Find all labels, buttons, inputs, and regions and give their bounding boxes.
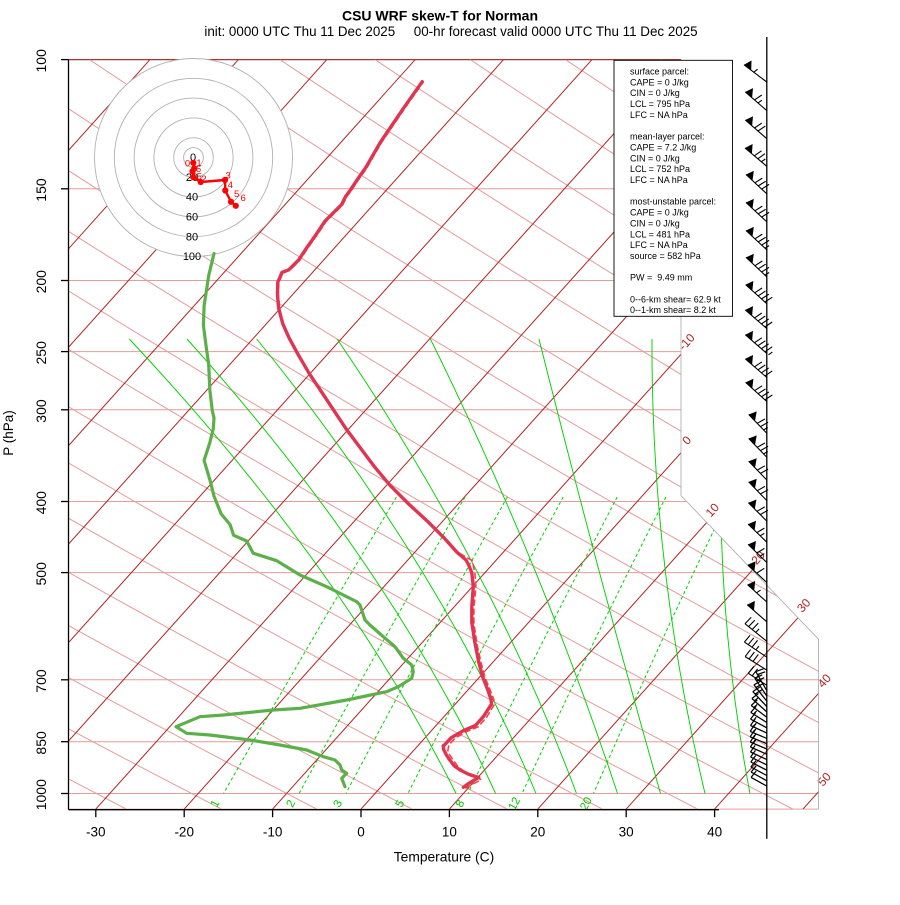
svg-text:0--1-km shear= 8.2 kt: 0--1-km shear= 8.2 kt bbox=[630, 305, 716, 315]
svg-text:6: 6 bbox=[240, 193, 245, 204]
svg-text:850: 850 bbox=[33, 731, 49, 755]
svg-text:LCL = 795 hPa: LCL = 795 hPa bbox=[630, 99, 690, 109]
svg-text:CIN = 0 J/kg: CIN = 0 J/kg bbox=[630, 218, 680, 228]
svg-text:LCL = 752 hPa: LCL = 752 hPa bbox=[630, 164, 690, 174]
svg-text:CAPE = 0 J/kg: CAPE = 0 J/kg bbox=[630, 208, 689, 218]
svg-text:20: 20 bbox=[530, 825, 545, 840]
svg-text:100: 100 bbox=[183, 251, 201, 263]
svg-text:0: 0 bbox=[190, 152, 196, 164]
svg-text:0: 0 bbox=[185, 158, 190, 169]
svg-text:CIN = 0 J/kg: CIN = 0 J/kg bbox=[630, 153, 680, 163]
svg-text:250: 250 bbox=[33, 341, 49, 365]
svg-text:-20: -20 bbox=[174, 825, 194, 840]
svg-text:0: 0 bbox=[357, 825, 365, 840]
svg-text:2: 2 bbox=[201, 174, 206, 185]
svg-text:500: 500 bbox=[33, 562, 49, 586]
svg-text:200: 200 bbox=[33, 270, 49, 294]
svg-text:1: 1 bbox=[196, 158, 201, 169]
svg-text:LFC = NA hPa: LFC = NA hPa bbox=[630, 175, 688, 185]
svg-text:12: 12 bbox=[507, 795, 524, 812]
svg-text:8: 8 bbox=[454, 798, 468, 809]
svg-text:CAPE = 7.2 J/kg: CAPE = 7.2 J/kg bbox=[630, 143, 696, 153]
svg-text:CAPE = 0 J/kg: CAPE = 0 J/kg bbox=[630, 77, 689, 87]
svg-text:LFC = NA hPa: LFC = NA hPa bbox=[630, 240, 688, 250]
svg-text:4: 4 bbox=[228, 180, 233, 191]
svg-text:PW = 9.49 mm: PW = 9.49 mm bbox=[630, 273, 692, 283]
svg-text:source = 582 hPa: source = 582 hPa bbox=[630, 251, 701, 261]
svg-text:60: 60 bbox=[186, 212, 198, 224]
svg-text:0--6-km shear= 62.9 kt: 0--6-km shear= 62.9 kt bbox=[630, 294, 721, 304]
svg-text:1: 1 bbox=[209, 798, 223, 809]
svg-text:40: 40 bbox=[186, 192, 198, 204]
svg-text:20: 20 bbox=[578, 795, 595, 812]
svg-text:3: 3 bbox=[225, 170, 230, 181]
svg-text:init: 0000 UTC Thu 11 Dec 2025: init: 0000 UTC Thu 11 Dec 2025 00-hr for… bbox=[204, 24, 697, 39]
svg-text:700: 700 bbox=[33, 669, 49, 693]
svg-text:most-unstable parcel:: most-unstable parcel: bbox=[630, 197, 716, 207]
svg-text:CIN = 0 J/kg: CIN = 0 J/kg bbox=[630, 88, 680, 98]
svg-text:150: 150 bbox=[33, 178, 49, 202]
svg-text:surface parcel:: surface parcel: bbox=[630, 67, 689, 77]
svg-text:100: 100 bbox=[33, 49, 49, 73]
svg-text:80: 80 bbox=[186, 231, 198, 243]
svg-text:CSU WRF skew-T for Norman: CSU WRF skew-T for Norman bbox=[342, 8, 538, 24]
svg-text:2: 2 bbox=[285, 798, 299, 809]
svg-text:1000: 1000 bbox=[33, 779, 49, 810]
svg-text:P (hPa): P (hPa) bbox=[1, 410, 16, 456]
svg-text:-30: -30 bbox=[86, 825, 106, 840]
svg-text:5: 5 bbox=[234, 189, 239, 200]
svg-text:10: 10 bbox=[442, 825, 457, 840]
svg-text:300: 300 bbox=[33, 399, 49, 423]
svg-text:-10: -10 bbox=[263, 825, 283, 840]
svg-text:Temperature (C): Temperature (C) bbox=[394, 850, 494, 865]
svg-text:LCL = 481 hPa: LCL = 481 hPa bbox=[630, 229, 690, 239]
svg-text:6: 6 bbox=[196, 164, 201, 175]
svg-text:30: 30 bbox=[619, 825, 634, 840]
svg-text:LFC = NA hPa: LFC = NA hPa bbox=[630, 110, 688, 120]
svg-text:5: 5 bbox=[394, 798, 408, 809]
svg-text:5: 5 bbox=[197, 171, 202, 182]
svg-text:3: 3 bbox=[332, 798, 346, 809]
svg-text:40: 40 bbox=[707, 825, 722, 840]
svg-text:mean-layer parcel:: mean-layer parcel: bbox=[630, 132, 705, 142]
svg-text:400: 400 bbox=[33, 491, 49, 515]
